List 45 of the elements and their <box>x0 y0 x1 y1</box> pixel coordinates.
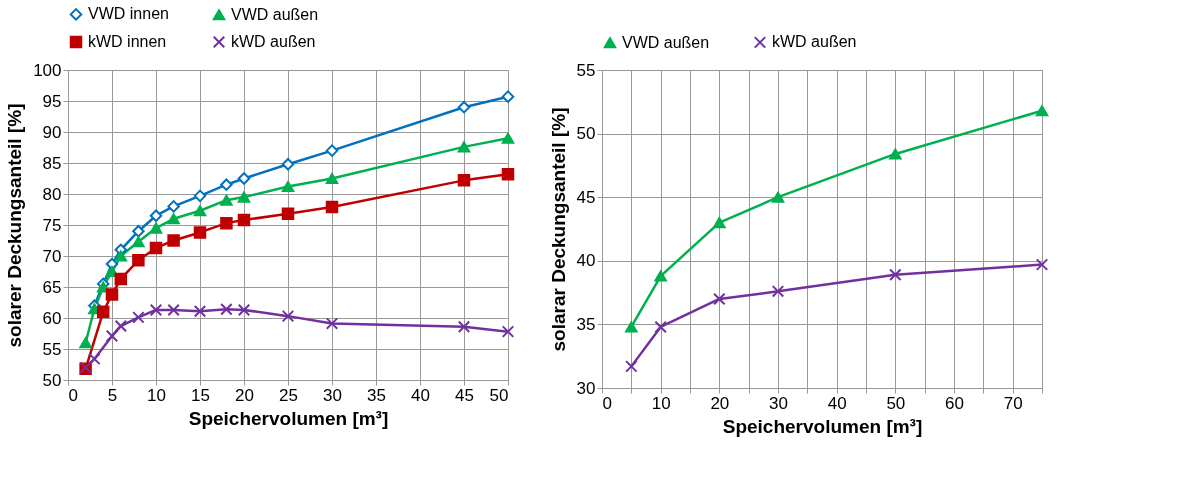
y-tick-label: 100 <box>33 60 62 80</box>
x-tick-label: 10 <box>651 393 671 413</box>
legend-label: VWD innen <box>88 5 169 23</box>
legend-label: kWD außen <box>772 33 857 51</box>
x-tick-label: 35 <box>367 385 386 405</box>
y-tick-label: 75 <box>42 215 62 235</box>
y-tick-label: 50 <box>42 370 62 390</box>
x-tick-label: 50 <box>886 393 906 413</box>
y-tick-label: 70 <box>42 246 62 266</box>
y-tick-label: 80 <box>42 184 62 204</box>
y-tick-label: 40 <box>576 251 596 271</box>
y-tick-label: 65 <box>42 277 62 297</box>
x-tick-label: 40 <box>411 385 430 405</box>
x-tick-label: 30 <box>323 385 342 405</box>
y-tick-label: 85 <box>42 153 62 173</box>
x-tick-label: 15 <box>191 385 210 405</box>
x-tick-label: 10 <box>147 385 166 405</box>
y-tick-label: 50 <box>576 124 596 144</box>
x-tick-label: 0 <box>68 385 78 405</box>
x-tick-label: 45 <box>455 385 474 405</box>
x-tick-label: 5 <box>107 385 118 405</box>
legend-label: kWD außen <box>231 33 316 50</box>
y-axis-title: solarar Deckungsanteil [%] <box>547 107 569 352</box>
y-tick-label: 55 <box>576 60 596 80</box>
x-tick-label: 40 <box>827 393 847 413</box>
y-tick-label: 55 <box>42 339 62 359</box>
x-tick-label: 20 <box>710 393 730 413</box>
x-tick-label: 30 <box>769 393 788 413</box>
x-axis-title: Speichervolumen [m³] <box>188 407 389 429</box>
legend-label: VWD außen <box>231 5 319 23</box>
x-tick-label: 0 <box>602 393 612 413</box>
legend-label: kWD innen <box>88 33 167 50</box>
y-tick-label: 60 <box>42 308 62 328</box>
y-tick-label: 90 <box>42 122 62 142</box>
y-tick-label: 95 <box>42 91 62 111</box>
legend-label: VWD außen <box>622 33 710 51</box>
x-tick-label: 25 <box>279 385 298 405</box>
x-tick-label: 20 <box>235 385 254 405</box>
y-axis-title: solarer Deckungsanteil [%] <box>4 103 26 348</box>
y-tick-label: 45 <box>576 187 596 207</box>
x-tick-label: 60 <box>945 393 964 413</box>
x-tick-label: 70 <box>1003 393 1023 413</box>
x-axis-title: Speichervolumen [m³] <box>722 415 923 437</box>
y-tick-label: 35 <box>576 314 596 334</box>
x-tick-label: 50 <box>489 385 509 405</box>
